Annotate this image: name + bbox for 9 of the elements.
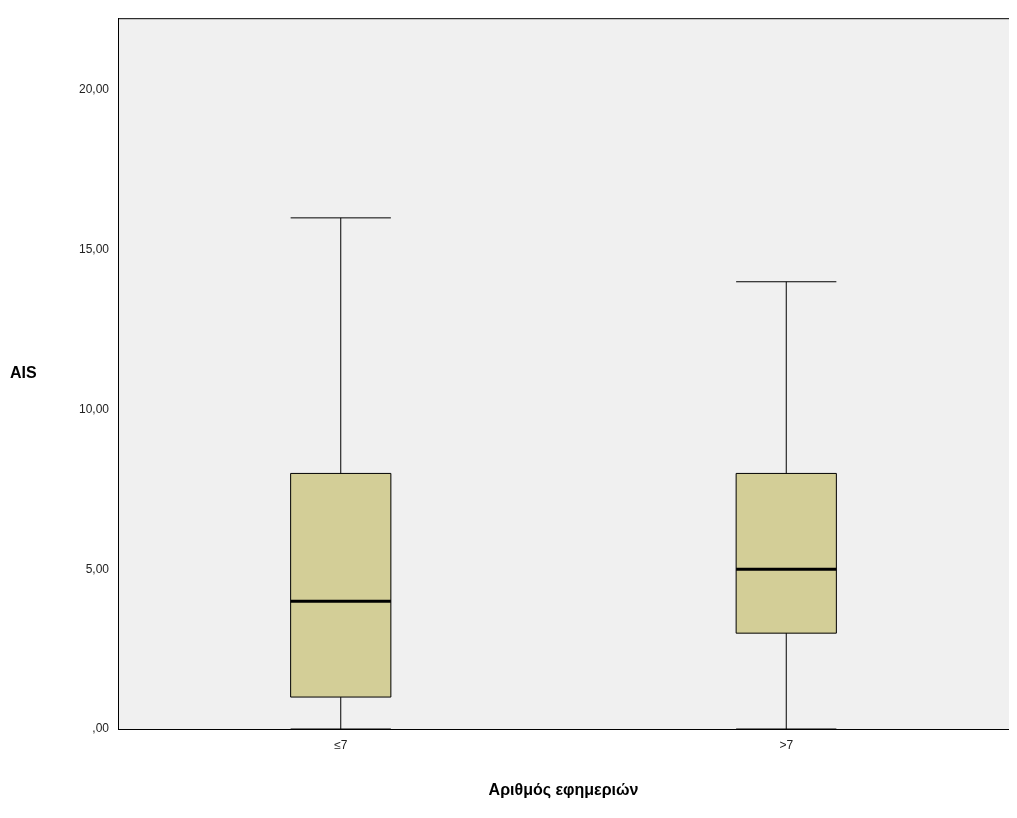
y-tick-label: 10,00 xyxy=(78,401,110,416)
x-axis-title: Αριθμός εφημεριών xyxy=(488,780,639,799)
y-axis-title: AIS xyxy=(10,364,37,382)
y-tick-label: 20,00 xyxy=(78,82,110,97)
y-tick-label: ,00 xyxy=(92,721,110,736)
y-tick-label: 5,00 xyxy=(85,561,110,576)
x-tick-label: ≤7 xyxy=(334,737,348,752)
x-tick-label: >7 xyxy=(779,737,794,752)
y-tick-label: 15,00 xyxy=(78,242,110,257)
